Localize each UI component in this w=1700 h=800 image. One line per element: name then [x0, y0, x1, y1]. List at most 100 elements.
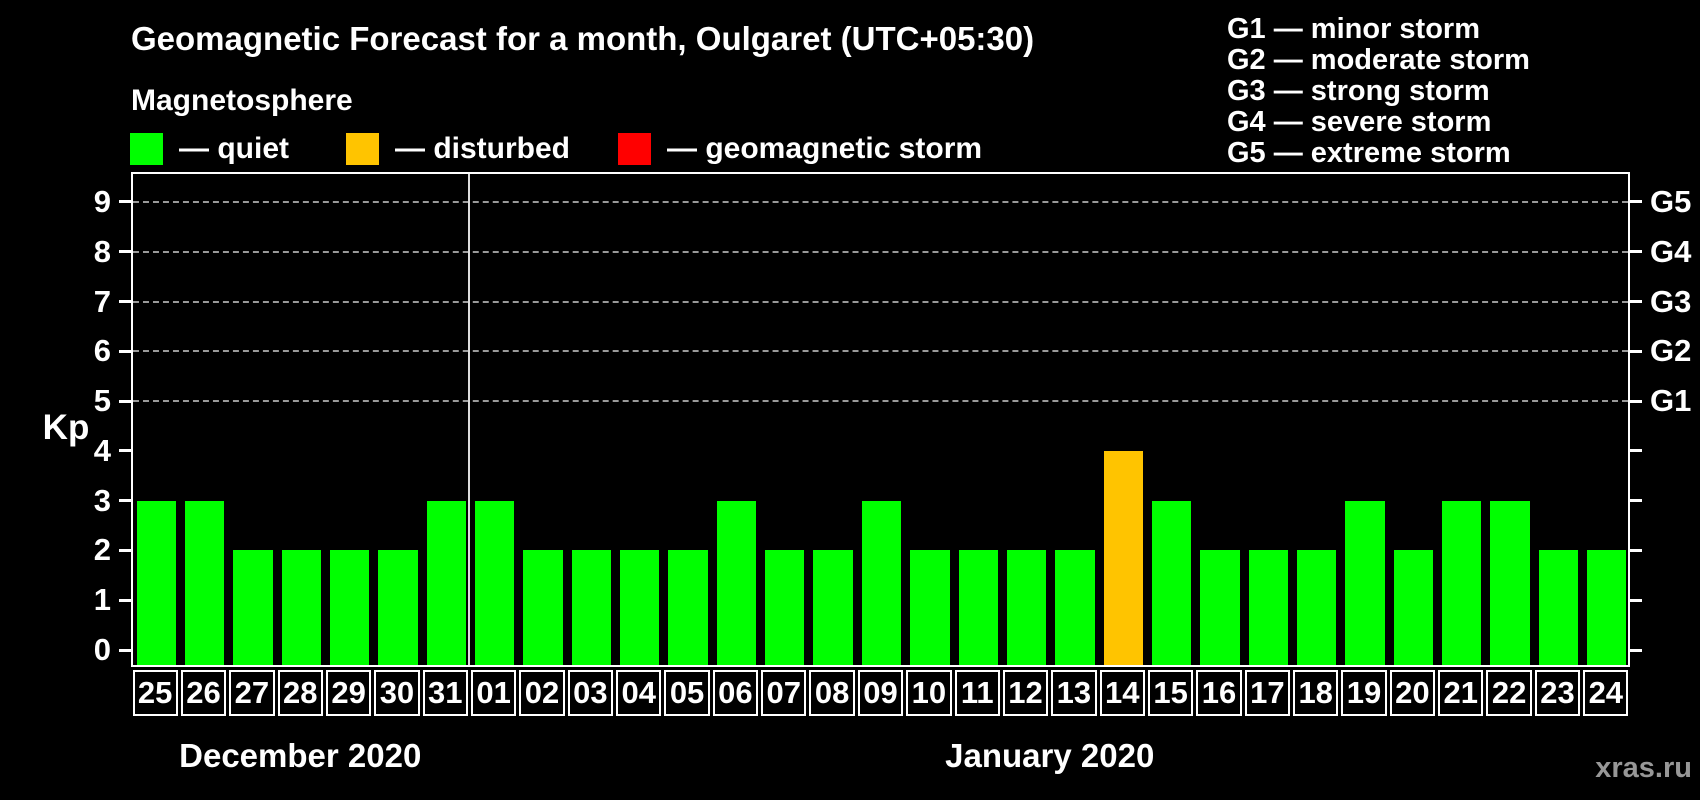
legend-item-disturbed: — disturbed — [346, 132, 570, 166]
kp-bar-day-01 — [474, 500, 515, 665]
day-label-21: 21 — [1438, 670, 1484, 716]
gridline-kp-7 — [133, 300, 1628, 303]
kp-bar-day-16 — [1200, 550, 1240, 665]
y-axis-tick-8 — [119, 250, 131, 254]
right-axis-tick-0 — [1630, 648, 1642, 652]
kp-bar-day-13 — [1055, 550, 1095, 665]
kp-bar-day-04 — [620, 550, 660, 665]
kp-bar-day-08 — [813, 550, 853, 665]
kp-bar-day-12 — [1006, 550, 1047, 665]
y-axis-tick-0 — [119, 648, 131, 652]
g-legend-line-1: G1 — minor storm — [1227, 13, 1480, 45]
day-label-09: 09 — [857, 670, 904, 716]
day-label-03: 03 — [567, 670, 614, 716]
legend-item-quiet: — quiet — [130, 132, 289, 166]
day-label-04: 04 — [616, 670, 662, 716]
right-axis-tick-6 — [1630, 349, 1642, 353]
y-axis-tick-6 — [119, 349, 131, 353]
kp-bar-day-24 — [1587, 550, 1627, 665]
y-axis-tick-5 — [119, 399, 131, 403]
kp-bar-day-11 — [958, 550, 998, 665]
kp-bar-day-31 — [426, 500, 466, 665]
storm-swatch — [618, 133, 651, 165]
kp-bar-day-18 — [1297, 550, 1337, 665]
y-axis-label-6: 6 — [93, 333, 111, 369]
legend-label-storm: — geomagnetic storm — [667, 132, 983, 165]
kp-bar-day-21 — [1442, 500, 1482, 665]
day-label-02: 02 — [519, 670, 565, 716]
day-label-07: 07 — [761, 670, 807, 716]
kp-bar-day-22 — [1490, 500, 1530, 665]
legend-item-storm: — geomagnetic storm — [618, 132, 982, 166]
day-label-16: 16 — [1196, 670, 1242, 716]
kp-bar-day-09 — [861, 500, 902, 665]
day-label-05: 05 — [664, 670, 710, 716]
y-axis-label-7: 7 — [93, 283, 111, 319]
day-label-26: 26 — [180, 670, 227, 716]
g-legend-line-3: G3 — strong storm — [1227, 75, 1490, 107]
g-axis-label-G1: G1 — [1650, 383, 1692, 419]
kp-bar-day-20 — [1393, 550, 1434, 665]
kp-axis-title: Kp — [42, 408, 90, 447]
legend-label-disturbed: — disturbed — [395, 132, 571, 165]
day-label-18: 18 — [1293, 670, 1339, 716]
day-label-23: 23 — [1534, 670, 1581, 716]
gridline-kp-6 — [133, 350, 1628, 353]
right-axis-tick-9 — [1630, 200, 1642, 204]
right-axis-tick-2 — [1630, 548, 1642, 552]
xras-watermark: xras.ru — [1595, 752, 1692, 784]
magnetosphere-label: Magnetosphere — [131, 84, 353, 117]
day-label-10: 10 — [906, 670, 952, 716]
kp-bar-day-28 — [281, 550, 321, 665]
y-axis-label-4: 4 — [93, 432, 111, 468]
day-label-13: 13 — [1051, 670, 1097, 716]
g-legend-line-5: G5 — extreme storm — [1227, 137, 1511, 169]
right-axis-tick-7 — [1630, 300, 1642, 304]
day-label-30: 30 — [374, 670, 420, 716]
month-label: December 2020 — [179, 737, 422, 774]
kp-bar-day-02 — [523, 550, 563, 665]
y-axis-tick-2 — [119, 548, 131, 552]
y-axis-tick-4 — [119, 449, 131, 453]
right-axis-tick-3 — [1630, 499, 1642, 503]
day-label-25: 25 — [132, 670, 178, 716]
kp-bar-day-07 — [765, 550, 805, 665]
day-label-14: 14 — [1099, 670, 1145, 716]
kp-bar-day-17 — [1248, 550, 1288, 665]
day-label-28: 28 — [277, 670, 323, 716]
right-axis-tick-5 — [1630, 399, 1642, 403]
gridline-kp-8 — [133, 250, 1628, 253]
day-label-12: 12 — [1002, 670, 1049, 716]
g-axis-label-G5: G5 — [1650, 183, 1692, 219]
y-axis-label-2: 2 — [93, 532, 111, 568]
day-label-06: 06 — [712, 670, 759, 716]
kp-bar-day-29 — [329, 550, 370, 665]
day-label-19: 19 — [1341, 670, 1387, 716]
quiet-swatch — [130, 133, 163, 165]
legend-label-quiet: — quiet — [179, 132, 289, 165]
month-label: January 2020 — [945, 737, 1155, 774]
right-axis-tick-1 — [1630, 598, 1642, 602]
right-axis-tick-4 — [1630, 449, 1642, 453]
y-axis-label-9: 9 — [93, 183, 111, 219]
kp-bar-day-14 — [1103, 450, 1143, 665]
kp-bar-day-15 — [1151, 500, 1192, 665]
kp-bar-day-05 — [668, 550, 708, 665]
g-axis-label-G3: G3 — [1650, 283, 1692, 319]
right-axis-tick-8 — [1630, 250, 1642, 254]
g-axis-label-G4: G4 — [1650, 233, 1692, 269]
y-axis-tick-9 — [119, 200, 131, 204]
g-scale-legend: G1 — minor storm G2 — moderate storm G3 — … — [1227, 14, 1530, 169]
day-label-24: 24 — [1583, 670, 1629, 716]
g-axis-label-G2: G2 — [1650, 333, 1692, 369]
gridline-kp-9 — [133, 200, 1628, 203]
y-axis-label-8: 8 — [93, 233, 111, 269]
day-label-31: 31 — [422, 670, 468, 716]
day-label-22: 22 — [1486, 670, 1532, 716]
day-label-17: 17 — [1244, 670, 1290, 716]
day-label-11: 11 — [954, 670, 1000, 716]
kp-bar-day-10 — [910, 550, 950, 665]
day-label-29: 29 — [325, 670, 372, 716]
month-separator-line — [468, 174, 471, 665]
